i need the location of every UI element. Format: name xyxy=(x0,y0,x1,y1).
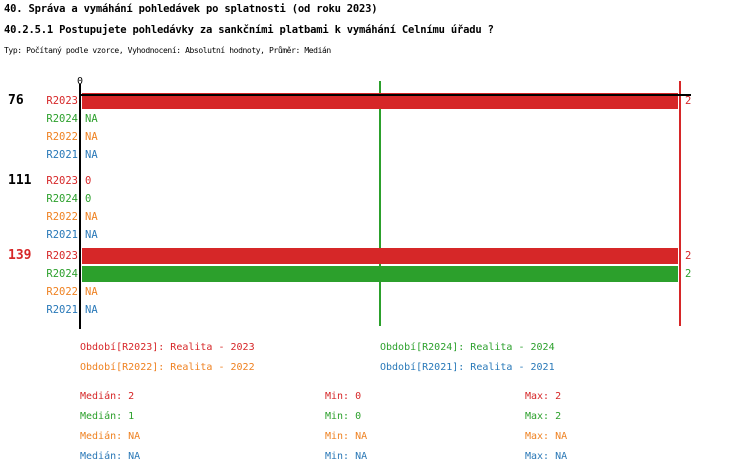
series-label-R2024: R2024 xyxy=(46,113,78,125)
stat-max-R2024: Max: 2 xyxy=(525,411,562,422)
legend-item-R2021: Období[R2021]: Realita - 2021 xyxy=(380,362,555,373)
row-value-R2022: NA xyxy=(85,131,98,143)
series-label-R2021: R2021 xyxy=(46,304,78,316)
stat-median-R2024: Medián: 1 xyxy=(80,411,135,422)
stat-min-R2022: Min: NA xyxy=(325,431,368,442)
group-label-76: 76 xyxy=(8,93,24,108)
series-label-R2023: R2023 xyxy=(46,175,78,187)
median-line-R2023 xyxy=(679,81,681,326)
y-axis-line xyxy=(79,84,81,329)
row-value-R2024: 0 xyxy=(85,193,92,205)
stat-max-R2021: Max: NA xyxy=(525,451,568,462)
row-value-R2022: NA xyxy=(85,286,98,298)
stat-max-R2022: Max: NA xyxy=(525,431,568,442)
stat-min-R2024: Min: 0 xyxy=(325,411,362,422)
series-label-R2023: R2023 xyxy=(46,250,78,262)
x-axis-tick-label-zero: 0 xyxy=(76,76,84,87)
series-label-R2021: R2021 xyxy=(46,149,78,161)
series-label-R2022: R2022 xyxy=(46,211,78,223)
row-value-R2022: NA xyxy=(85,211,98,223)
legend-item-R2023: Období[R2023]: Realita - 2023 xyxy=(80,342,255,353)
stat-min-R2023: Min: 0 xyxy=(325,391,362,402)
bar-R2023-group139 xyxy=(82,248,678,264)
series-label-R2024: R2024 xyxy=(46,193,78,205)
series-label-R2022: R2022 xyxy=(46,131,78,143)
row-value-R2021: NA xyxy=(85,149,98,161)
group-label-111: 111 xyxy=(8,173,32,188)
stat-median-R2021: Medián: NA xyxy=(80,451,141,462)
x-axis-line xyxy=(80,94,691,96)
legend-item-R2022: Období[R2022]: Realita - 2022 xyxy=(80,362,255,373)
stat-max-R2023: Max: 2 xyxy=(525,391,562,402)
bar-value-R2023: 2 xyxy=(685,95,692,107)
row-value-R2023: 0 xyxy=(85,175,92,187)
median-line-R2024 xyxy=(379,81,381,326)
group-label-139: 139 xyxy=(8,248,32,263)
series-label-R2021: R2021 xyxy=(46,229,78,241)
bar-value-R2023: 2 xyxy=(685,250,692,262)
row-value-R2021: NA xyxy=(85,229,98,241)
series-label-R2023: R2023 xyxy=(46,95,78,107)
legend-item-R2024: Období[R2024]: Realita - 2024 xyxy=(380,342,555,353)
series-label-R2024: R2024 xyxy=(46,268,78,280)
stat-median-R2023: Medián: 2 xyxy=(80,391,135,402)
page-title: 40. Správa a vymáhání pohledávek po spla… xyxy=(4,3,378,15)
stat-median-R2022: Medián: NA xyxy=(80,431,141,442)
chart-meta-line: Typ: Počítaný podle vzorce, Vyhodnocení:… xyxy=(4,46,331,55)
question-title: 40.2.5.1 Postupujete pohledávky za sankč… xyxy=(4,24,494,36)
row-value-R2024: NA xyxy=(85,113,98,125)
bar-R2023-group76 xyxy=(82,93,678,109)
stat-min-R2021: Min: NA xyxy=(325,451,368,462)
row-value-R2021: NA xyxy=(85,304,98,316)
series-label-R2022: R2022 xyxy=(46,286,78,298)
bar-R2024-group139 xyxy=(82,266,678,282)
bar-value-R2024: 2 xyxy=(685,268,692,280)
